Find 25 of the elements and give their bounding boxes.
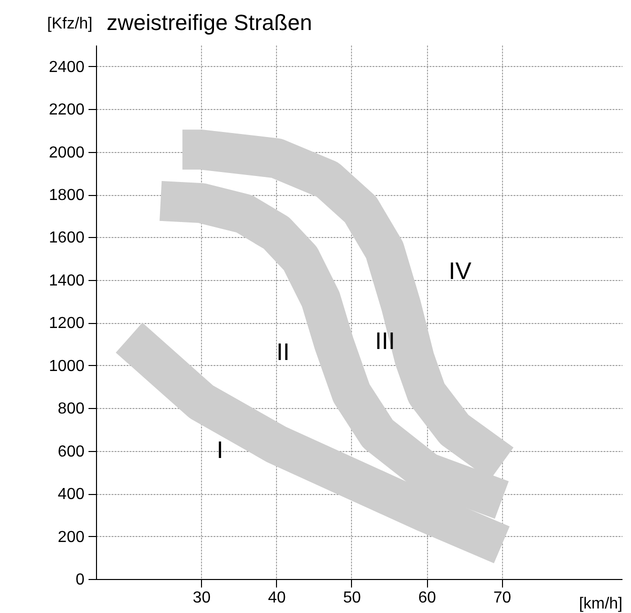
annotation: IV	[448, 258, 472, 285]
y-tick-label: 200	[58, 528, 85, 546]
y-tick-label: 2000	[48, 144, 85, 162]
x-tick-label: 40	[268, 590, 286, 606]
annotation: I	[216, 437, 224, 464]
y-tick-label: 1400	[48, 272, 85, 290]
y-axis-title: [Kfz/h]	[47, 16, 92, 32]
y-tick-label: 2200	[48, 102, 85, 119]
annotation: II	[276, 339, 290, 366]
y-tick-label: 1200	[48, 315, 85, 332]
x-tick-label: 30	[192, 590, 211, 606]
y-tick-label: 2400	[48, 58, 85, 76]
y-tick-label: 0	[76, 572, 85, 588]
y-tick-label: 1600	[48, 230, 85, 247]
y-tick-label: 1000	[48, 358, 85, 375]
y-tick-label: 1800	[48, 187, 85, 204]
y-tick-label: 600	[58, 443, 85, 460]
y-tick-label: 400	[58, 486, 85, 504]
annotation: III	[374, 328, 396, 355]
x-axis-title: [km/h]	[578, 596, 622, 612]
x-tick-label: 70	[493, 590, 512, 606]
y-tick-label: 800	[58, 400, 85, 418]
x-tick-label: 60	[418, 590, 436, 606]
chart-title: zweistreifige Straßen	[106, 10, 312, 35]
x-tick-label: 50	[343, 590, 361, 606]
